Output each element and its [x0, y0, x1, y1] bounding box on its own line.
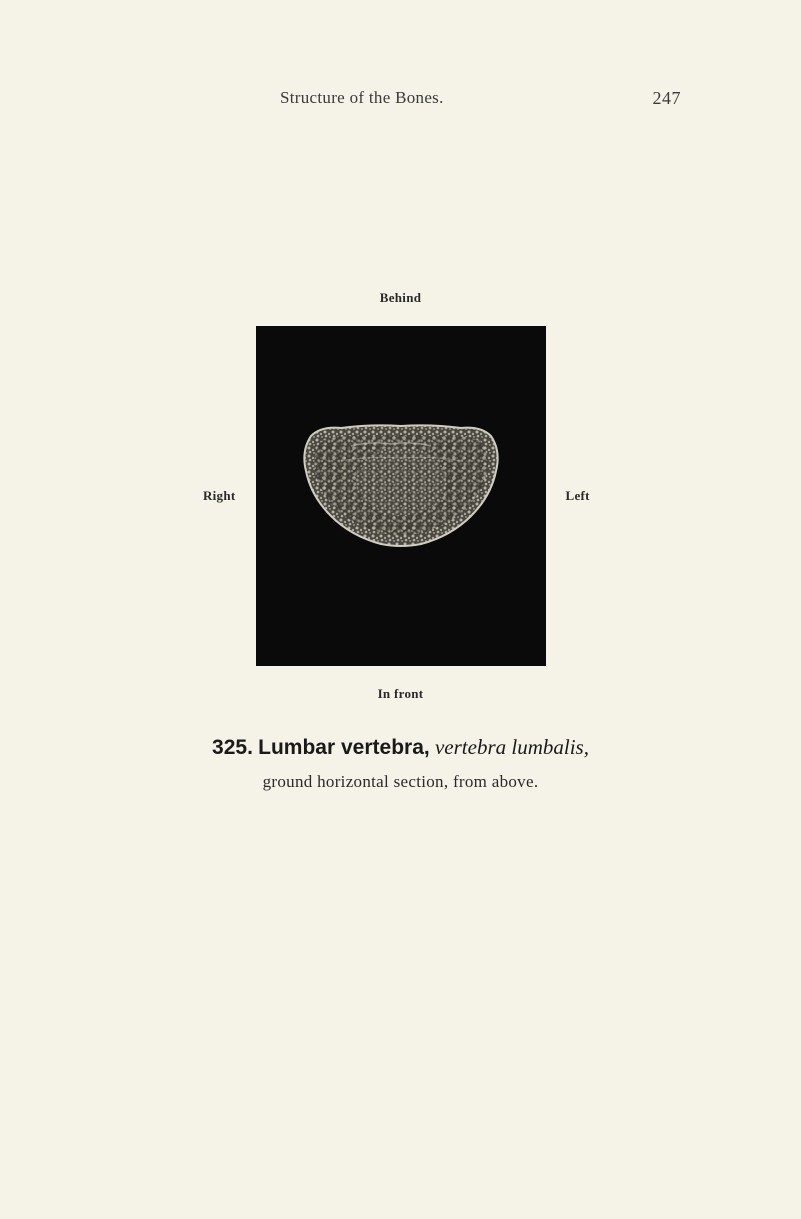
figure-number: 325. [212, 736, 253, 759]
label-left: Left [566, 488, 626, 504]
figure-latin-name: vertebra lumbalis, [435, 735, 589, 759]
caption-main-line: 325. Lumbar vertebra, vertebra lumbalis, [100, 735, 701, 760]
figure-container: Behind Right [0, 290, 801, 702]
bone-cross-section [291, 406, 511, 556]
figure-caption: 325. Lumbar vertebra, vertebra lumbalis,… [0, 735, 801, 792]
page-header: Structure of the Bones. 247 [0, 88, 801, 109]
label-behind: Behind [380, 290, 422, 306]
running-head: Structure of the Bones. [280, 88, 444, 109]
figure-row: Right [176, 326, 626, 666]
label-in-front: In front [378, 686, 424, 702]
figure-title: Lumbar vertebra, [258, 736, 430, 759]
label-right: Right [176, 488, 236, 504]
caption-subtitle: ground horizontal section, from above. [100, 772, 701, 792]
page-number: 247 [653, 88, 682, 109]
vertebra-photograph [256, 326, 546, 666]
